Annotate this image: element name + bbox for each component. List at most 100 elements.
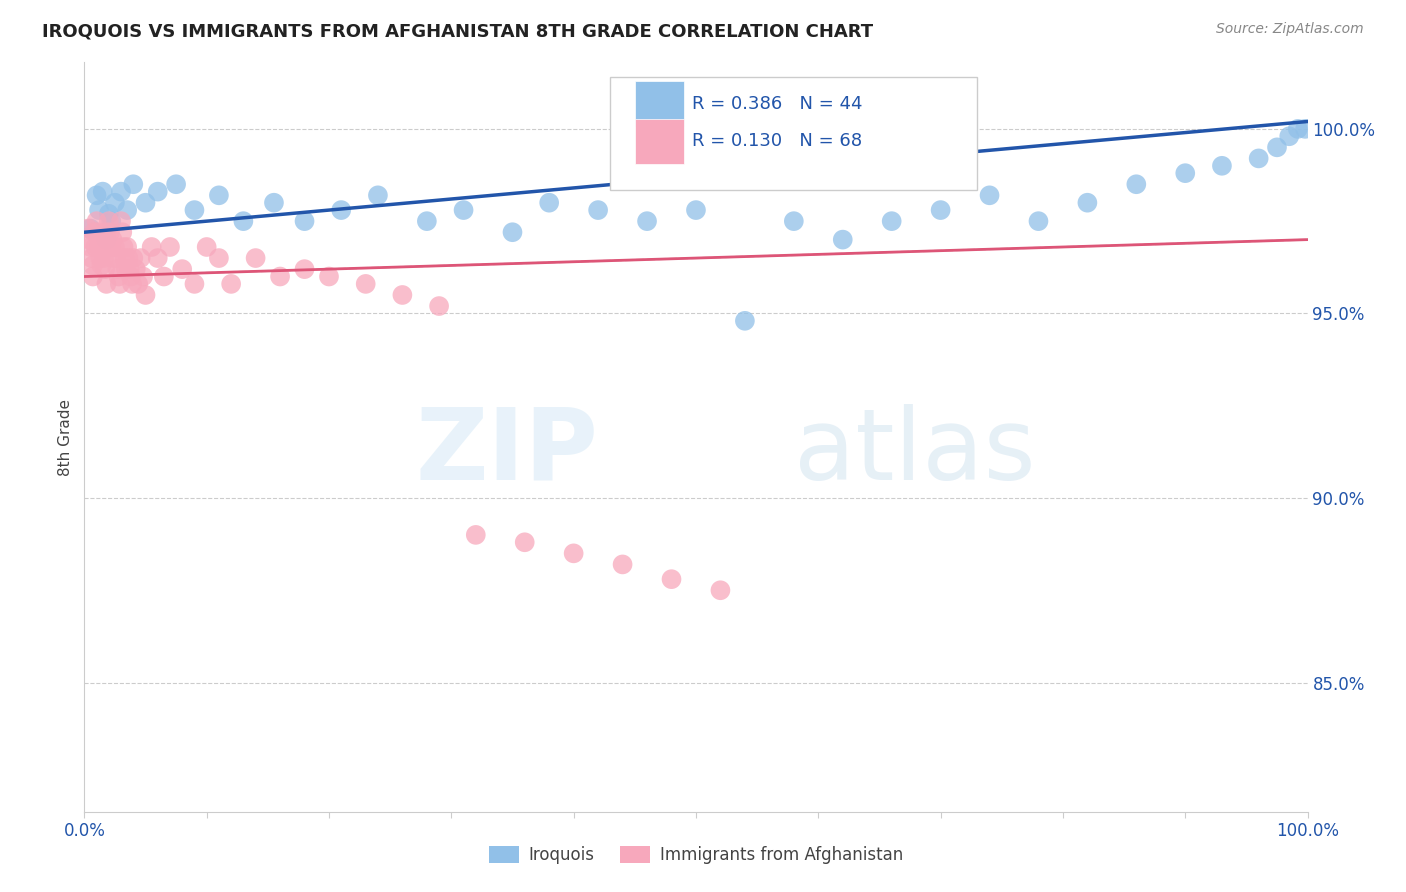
Point [661, 572, 683, 586]
Point [86, 188, 108, 202]
Point [1028, 214, 1050, 228]
Point [165, 178, 187, 192]
Point [195, 240, 218, 254]
Point [391, 288, 413, 302]
Point [127, 277, 149, 291]
Point [208, 251, 231, 265]
Point [115, 240, 138, 254]
Point [122, 178, 145, 192]
Point [91, 244, 114, 258]
Point [153, 269, 176, 284]
Point [100, 240, 122, 254]
FancyBboxPatch shape [610, 78, 977, 190]
Point [294, 262, 316, 277]
Point [129, 251, 152, 265]
Text: ZIP: ZIP [415, 403, 598, 500]
Point [83, 225, 105, 239]
Point [146, 185, 169, 199]
Point [84, 240, 107, 254]
Point [104, 240, 127, 254]
Point [427, 299, 450, 313]
Point [636, 214, 658, 228]
Point [979, 188, 1001, 202]
Point [880, 214, 903, 228]
Point [1211, 159, 1233, 173]
Point [101, 233, 124, 247]
Point [709, 583, 731, 598]
Y-axis label: 8th Grade: 8th Grade [58, 399, 73, 475]
Point [112, 240, 135, 254]
Point [90, 259, 112, 273]
Point [87, 240, 110, 254]
Text: Source: ZipAtlas.com: Source: ZipAtlas.com [1216, 22, 1364, 37]
Point [612, 558, 634, 572]
Point [219, 277, 242, 291]
Point [108, 277, 131, 291]
Point [107, 269, 129, 284]
Point [122, 251, 145, 265]
Point [82, 259, 104, 273]
Point [86, 214, 108, 228]
Point [208, 188, 231, 202]
Point [89, 251, 111, 265]
Point [87, 203, 110, 218]
Point [97, 240, 120, 254]
Point [135, 288, 157, 302]
Point [141, 240, 163, 254]
Point [685, 203, 707, 218]
Point [269, 269, 291, 284]
Point [82, 269, 104, 284]
Point [120, 269, 142, 284]
Point [294, 214, 316, 228]
Point [538, 195, 561, 210]
Point [115, 203, 138, 218]
Point [110, 185, 132, 199]
Point [118, 262, 141, 277]
FancyBboxPatch shape [636, 119, 683, 163]
Point [93, 251, 115, 265]
Point [354, 277, 377, 291]
Point [1076, 195, 1098, 210]
Point [929, 203, 952, 218]
Point [263, 195, 285, 210]
Point [245, 251, 267, 265]
Point [318, 269, 340, 284]
Point [97, 214, 120, 228]
Point [77, 221, 100, 235]
Text: R = 0.386   N = 44: R = 0.386 N = 44 [692, 95, 863, 112]
Point [110, 214, 132, 228]
Point [103, 251, 125, 265]
Point [114, 251, 136, 265]
Point [96, 225, 118, 239]
Point [77, 233, 100, 247]
Text: R = 0.130   N = 68: R = 0.130 N = 68 [692, 132, 862, 150]
Point [121, 277, 143, 291]
Point [104, 195, 127, 210]
Point [146, 251, 169, 265]
Point [87, 225, 110, 239]
Point [1286, 121, 1309, 136]
Point [159, 240, 181, 254]
Point [94, 262, 117, 277]
Point [464, 528, 486, 542]
Point [183, 203, 205, 218]
Point [117, 251, 139, 265]
Point [1294, 121, 1316, 136]
Point [105, 251, 128, 265]
Point [172, 262, 194, 277]
Point [330, 203, 353, 218]
Point [105, 262, 128, 277]
Legend: Iroquois, Immigrants from Afghanistan: Iroquois, Immigrants from Afghanistan [482, 839, 910, 871]
Point [79, 240, 101, 254]
Point [367, 188, 389, 202]
Text: atlas: atlas [794, 403, 1035, 500]
Point [135, 195, 157, 210]
Point [502, 225, 524, 239]
FancyBboxPatch shape [636, 81, 683, 126]
Point [232, 214, 254, 228]
Point [111, 225, 134, 239]
Point [734, 314, 756, 328]
Point [453, 203, 475, 218]
Point [97, 207, 120, 221]
Point [1125, 178, 1147, 192]
